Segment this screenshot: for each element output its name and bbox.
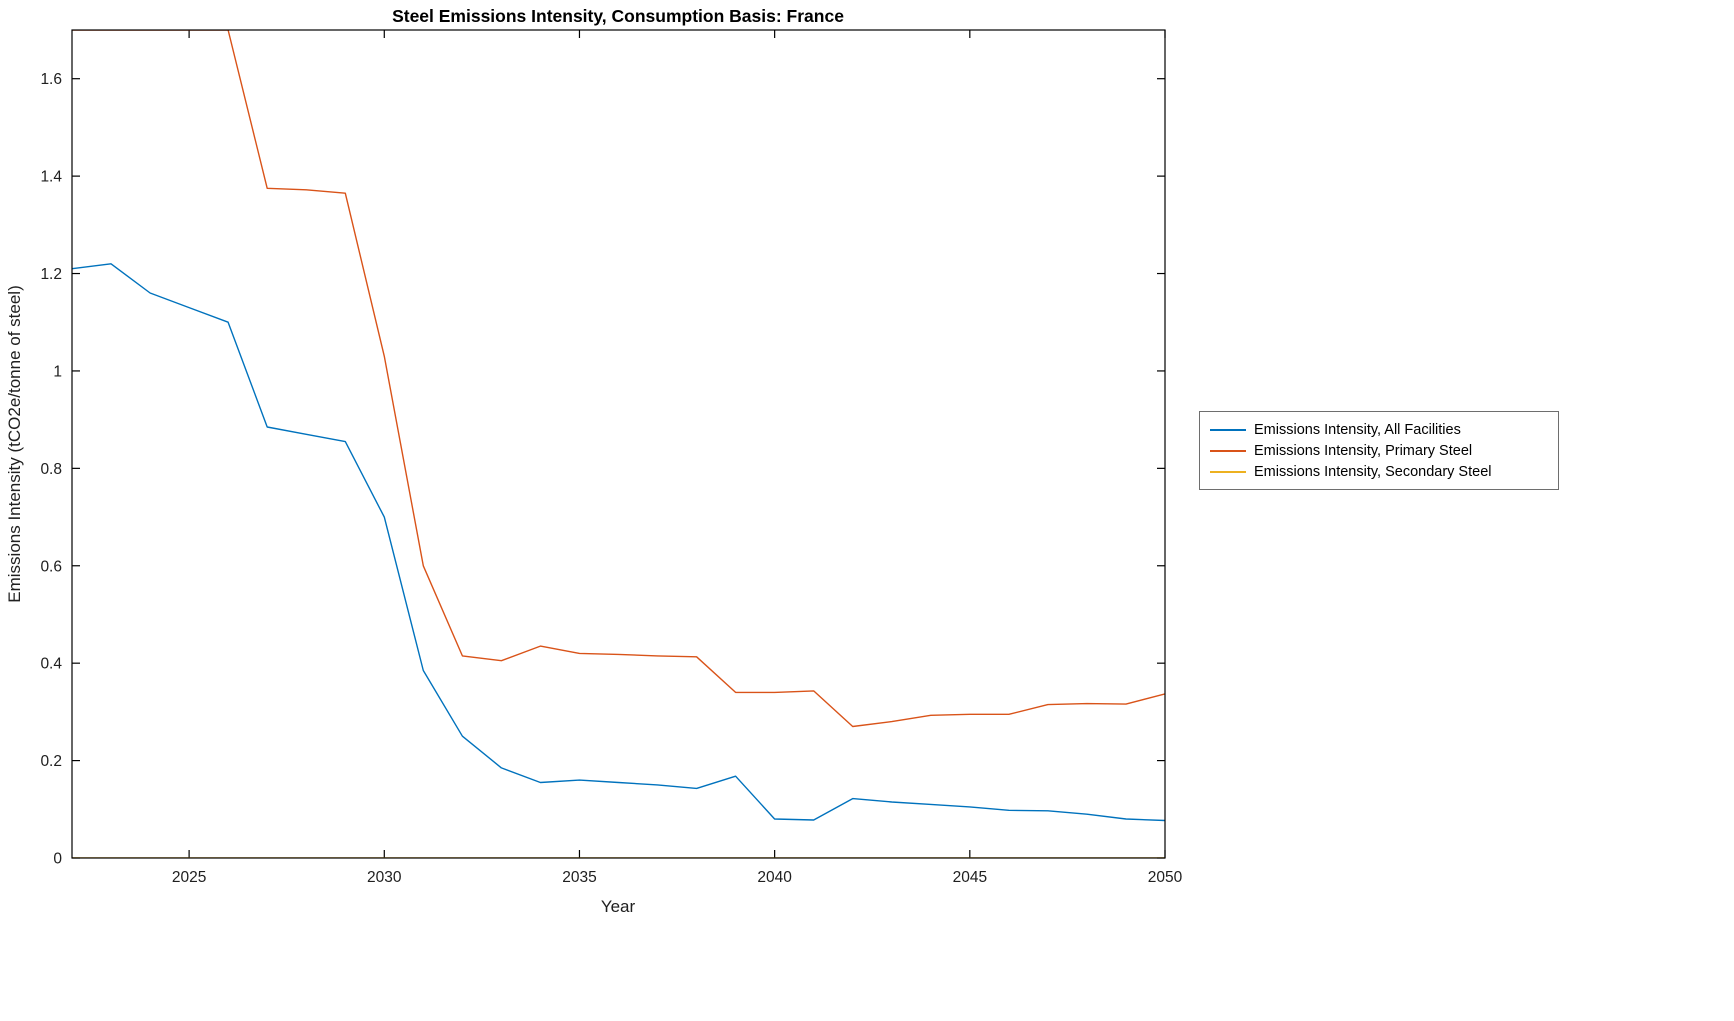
legend-line-swatch [1210,470,1246,473]
y-tick-label: 0.6 [40,558,62,575]
x-tick-label: 2040 [757,869,792,886]
chart-title: Steel Emissions Intensity, Consumption B… [392,6,844,26]
x-tick-label: 2025 [172,869,206,886]
x-tick-label: 2035 [562,869,596,886]
y-axis-label: Emissions Intensity (tCO2e/tonne of stee… [5,285,24,602]
axes: 2025 2030 2035 2040 2045 2050 0 0.2 0.4 0.6 0.8 1 1.… [40,30,1183,886]
legend-item-all-facilities: Emissions Intensity, All Facilities [1206,419,1550,440]
legend-label: Emissions Intensity, All Facilities [1254,421,1461,438]
y-tick-label: 0.8 [40,461,62,478]
series-line [72,30,1165,728]
y-tick-label: 1.2 [40,266,62,283]
y-tick-label: 1.4 [40,169,62,186]
x-axis-label: Year [601,897,636,916]
legend-line-swatch [1210,449,1246,452]
y-tick-label: 0.2 [40,753,62,770]
y-tick-label: 1.6 [40,71,62,88]
legend-item-primary-steel: Emissions Intensity, Primary Steel [1206,440,1550,461]
y-tick-label: 0.4 [40,656,62,673]
x-tick-label: 2030 [367,869,402,886]
plot-box [71,29,1166,859]
plot-series [72,30,1165,858]
y-tick-label: 0 [53,851,62,868]
legend-line-swatch [1210,428,1246,431]
series-line [72,263,1165,822]
x-tick-label: 2050 [1148,869,1183,886]
legend-label: Emissions Intensity, Primary Steel [1254,442,1473,459]
y-tick-label: 1 [53,363,62,380]
legend-item-secondary-steel: Emissions Intensity, Secondary Steel [1206,461,1550,482]
legend: Emissions Intensity, All Facilities Emis… [1199,411,1559,490]
legend-label: Emissions Intensity, Secondary Steel [1254,463,1492,480]
x-tick-label: 2045 [953,869,987,886]
